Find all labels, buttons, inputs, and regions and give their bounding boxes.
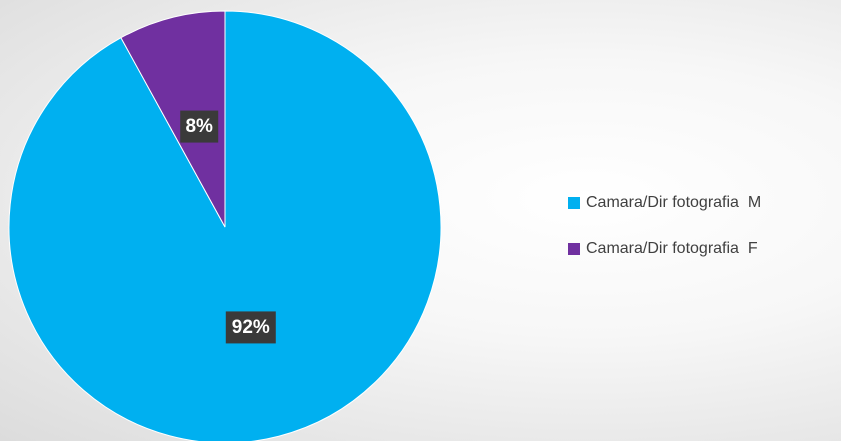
legend-swatch-male [568, 197, 580, 209]
legend-item-female: Camara/Dir fotografia F [568, 238, 761, 260]
data-label-text-1: 8% [185, 116, 213, 137]
data-label-text-0: 92% [232, 317, 270, 338]
data-label-box-0 [225, 311, 276, 344]
pie-slice-0 [8, 10, 442, 441]
legend: Camara/Dir fotografia M Camara/Dir fotog… [568, 192, 761, 284]
legend-item-male: Camara/Dir fotografia M [568, 192, 761, 214]
legend-swatch-female [568, 243, 580, 255]
data-label-box-1 [180, 110, 219, 143]
legend-label-male: Camara/Dir fotografia M [586, 194, 762, 211]
legend-label-female: Camara/Dir fotografia F [586, 240, 758, 257]
data-label-1: 8% [180, 110, 219, 143]
pie-slice-1 [120, 10, 226, 228]
data-label-0: 92% [225, 311, 276, 344]
